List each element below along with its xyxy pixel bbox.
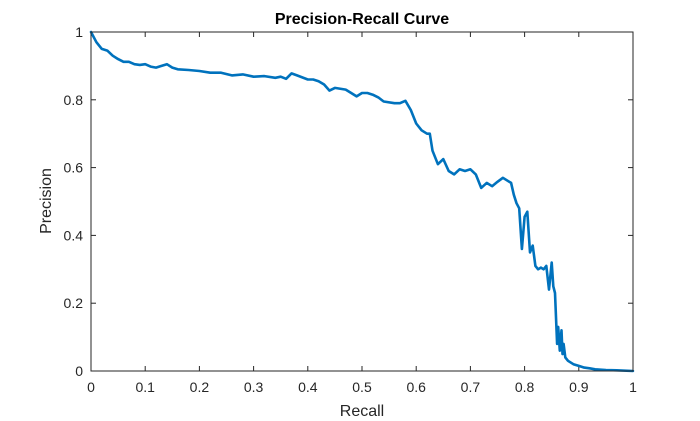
y-tick-label: 1: [75, 24, 83, 40]
y-tick-label: 0.4: [64, 227, 84, 243]
x-tick-label: 0.3: [244, 379, 264, 395]
x-tick-label: 0.8: [515, 379, 535, 395]
x-tick-label: 0.1: [135, 379, 155, 395]
y-tick-label: 0.8: [64, 92, 84, 108]
y-tick-label: 0.2: [64, 295, 84, 311]
y-axis-label: Precision: [38, 168, 55, 234]
axes-box: [90, 31, 634, 372]
x-tick-label: 0.6: [406, 379, 426, 395]
precision-recall-line: [89, 30, 635, 373]
x-axis-label: Recall: [340, 403, 384, 420]
y-tick-label: 0: [75, 363, 83, 379]
y-tick-label: 0.6: [64, 160, 84, 176]
x-tick-label: 0.9: [569, 379, 589, 395]
x-tick-label: 0.2: [190, 379, 210, 395]
chart-title: Precision-Recall Curve: [275, 11, 449, 28]
plot-area: [89, 30, 635, 373]
x-tick-label: 0.4: [298, 379, 318, 395]
y-tick-labels: 0 0.2 0.4 0.6 0.8 1: [64, 24, 84, 379]
x-tick-label: 0: [87, 379, 95, 395]
x-tick-label: 0.5: [352, 379, 372, 395]
x-tick-labels: 0 0.1 0.2 0.3 0.4 0.5 0.6 0.7 0.8 0.9 1: [87, 379, 637, 395]
x-tick-label: 1: [629, 379, 637, 395]
x-tick-label: 0.7: [461, 379, 481, 395]
